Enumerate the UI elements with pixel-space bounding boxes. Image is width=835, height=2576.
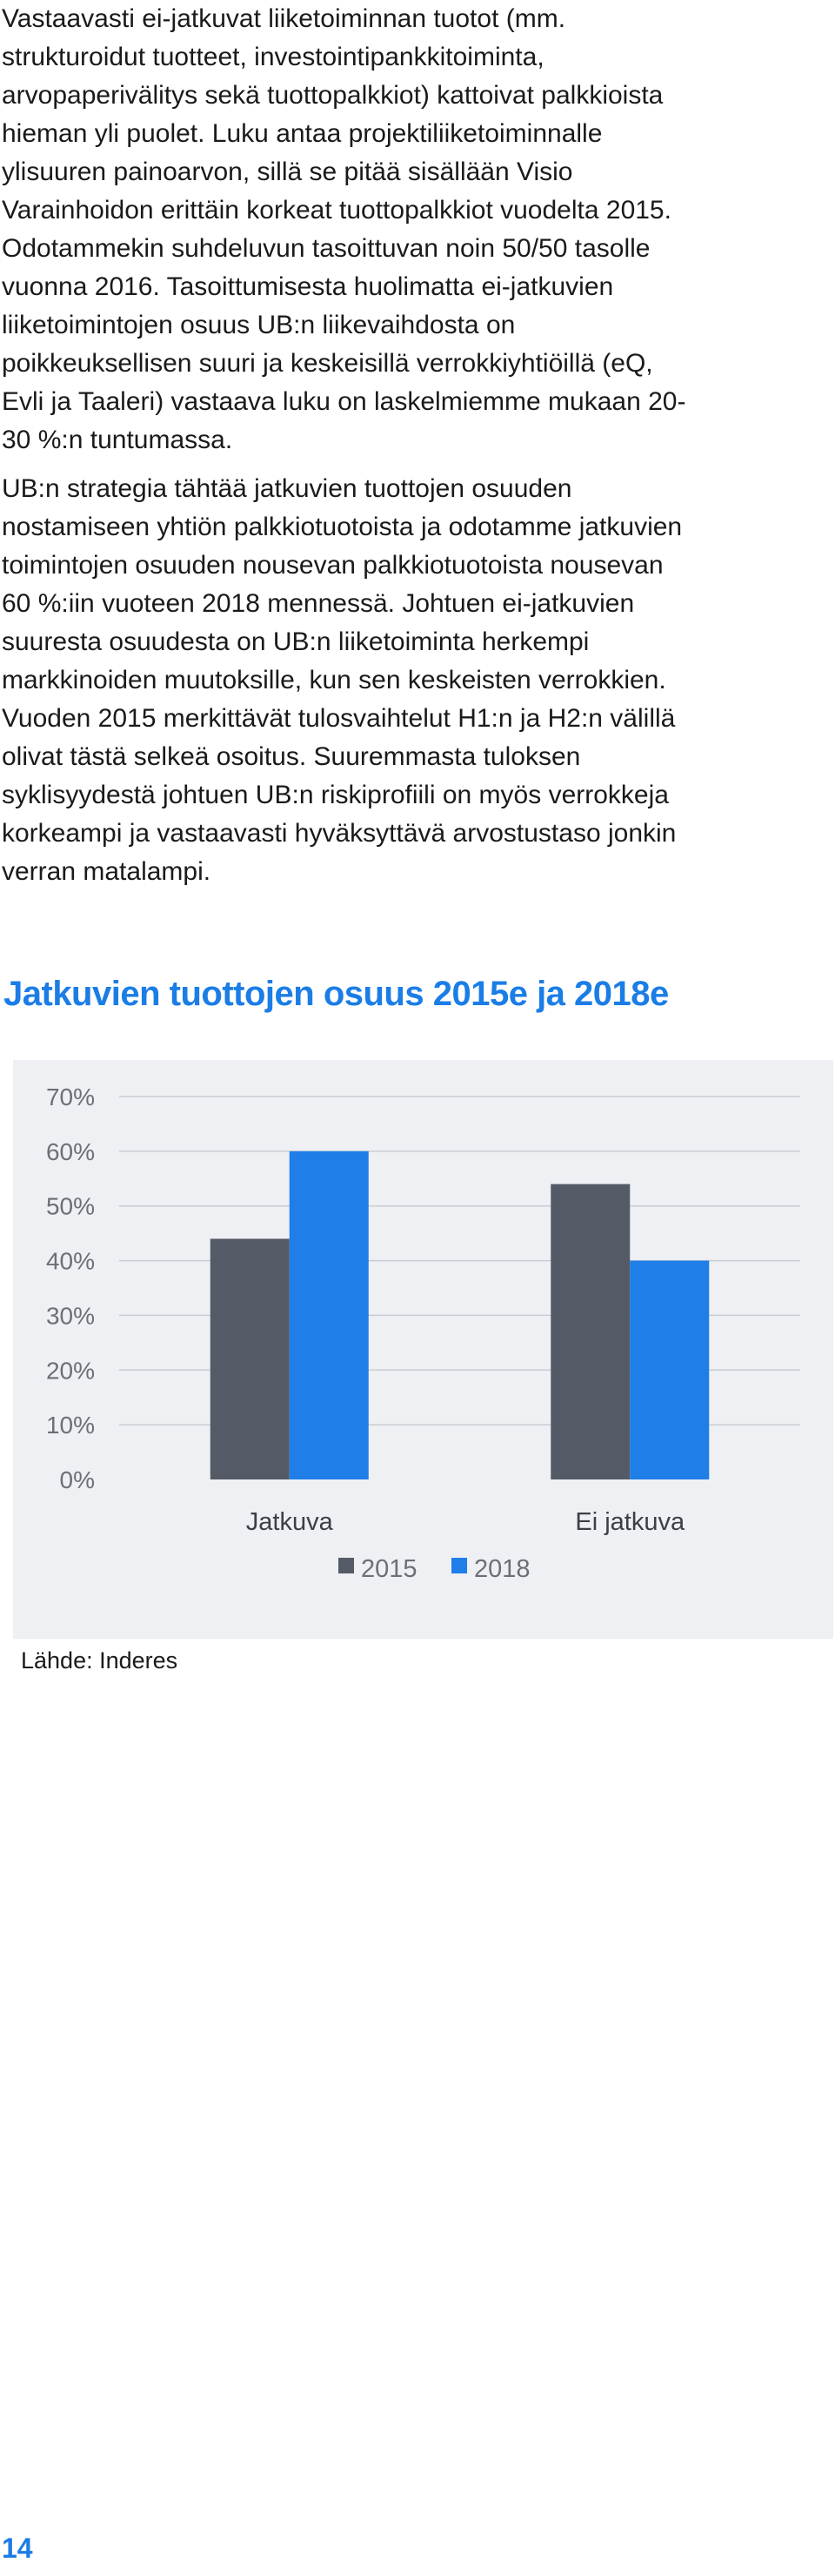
chart-title: Jatkuvien tuottojen osuus 2015e ja 2018e xyxy=(3,975,669,1013)
page-number: 14 xyxy=(2,2532,33,2564)
y-tick-label: 0% xyxy=(60,1466,95,1493)
legend-swatch-2018 xyxy=(451,1558,467,1573)
body-paragraph-2: UB:n strategia tähtää jatkuvien tuottoje… xyxy=(2,474,683,886)
y-tick-label: 10% xyxy=(46,1412,95,1439)
bar-2015-0 xyxy=(210,1238,290,1479)
x-category-label: Ei jatkuva xyxy=(575,1508,685,1536)
legend-label-2015: 2015 xyxy=(361,1555,418,1583)
bar-2018-1 xyxy=(630,1260,710,1479)
legend-label-2018: 2018 xyxy=(474,1555,531,1583)
y-tick-label: 60% xyxy=(46,1138,95,1165)
y-tick-label: 20% xyxy=(46,1357,95,1384)
y-tick-label: 70% xyxy=(46,1083,95,1110)
y-tick-label: 40% xyxy=(46,1248,95,1275)
y-tick-label: 50% xyxy=(46,1193,95,1220)
source-note: Lähde: Inderes xyxy=(21,1647,178,1674)
y-tick-label: 30% xyxy=(46,1302,95,1329)
body-paragraph-1: Vastaavasti ei-jatkuvat liiketoiminnan t… xyxy=(2,4,686,454)
x-category-label: Jatkuva xyxy=(246,1508,334,1536)
bar-2015-1 xyxy=(551,1184,631,1479)
bar-chart: 0% 10% 20% 30% 40% 50% 60% 70% Jatkuva Ei jatkuva… xyxy=(46,1083,800,1583)
legend-swatch-2015 xyxy=(338,1558,354,1573)
bar-2018-0 xyxy=(289,1150,369,1479)
chart-panel: 0% 10% 20% 30% 40% 50% 60% 70% Jatkuva Ei jatkuva… xyxy=(13,1060,833,1639)
